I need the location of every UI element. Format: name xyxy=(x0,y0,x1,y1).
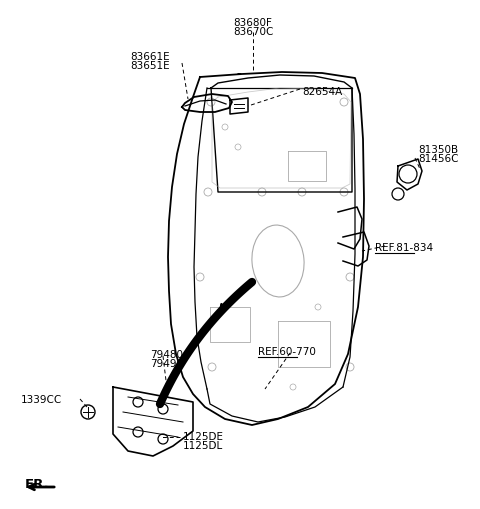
Text: 83661E: 83661E xyxy=(131,52,170,62)
Text: 1125DL: 1125DL xyxy=(183,440,223,450)
Text: 81456C: 81456C xyxy=(418,154,458,164)
Text: 83670C: 83670C xyxy=(233,27,273,37)
Text: REF.60-770: REF.60-770 xyxy=(258,346,316,356)
Text: 82654A: 82654A xyxy=(302,87,342,97)
Text: REF.81-834: REF.81-834 xyxy=(375,242,433,252)
Text: 79490: 79490 xyxy=(150,358,183,369)
Text: 1125DE: 1125DE xyxy=(183,431,224,441)
Text: 1339CC: 1339CC xyxy=(21,394,62,404)
Text: 83680F: 83680F xyxy=(234,18,273,28)
Text: 83651E: 83651E xyxy=(131,61,170,71)
Text: 79480: 79480 xyxy=(150,349,183,359)
Text: 81350B: 81350B xyxy=(418,145,458,155)
Text: FR.: FR. xyxy=(25,477,50,490)
